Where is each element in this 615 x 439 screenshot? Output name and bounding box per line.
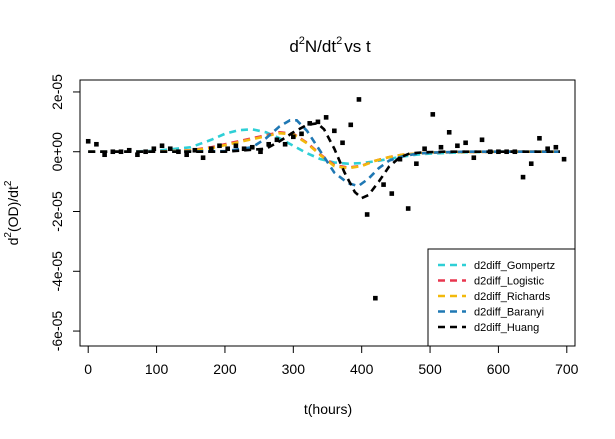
x-tick-label: 200: [213, 361, 237, 377]
data-point: [348, 122, 354, 128]
data-point: [545, 146, 550, 152]
data-point: [126, 147, 132, 153]
data-point: [249, 144, 255, 150]
series-line-d2diff_Baranyi: [88, 119, 560, 188]
y-tick-label: 0e+00: [49, 132, 65, 172]
data-point: [487, 149, 493, 155]
data-point: [323, 115, 329, 120]
legend: d2diff_Gompertz d2diff_Logistic d2diff_Ric…: [427, 248, 576, 347]
data-point: [217, 143, 222, 149]
data-point: [110, 149, 116, 155]
data-point: [528, 161, 534, 166]
x-tick-label: 0: [84, 361, 92, 377]
data-point: [430, 112, 436, 117]
data-points: [85, 97, 567, 301]
data-point: [438, 144, 444, 150]
data-point: [151, 146, 157, 152]
data-point: [496, 149, 501, 155]
data-point: [307, 121, 313, 126]
legend-entry: d2diff_Huang: [474, 322, 539, 334]
chart-title: d2N/dt2 vs t: [289, 35, 371, 56]
data-point: [332, 128, 337, 134]
data-point: [208, 146, 214, 152]
data-point: [463, 140, 468, 146]
legend-entry: d2diff_Baranyi: [474, 307, 544, 319]
data-point: [233, 143, 239, 149]
x-tick-label: 500: [418, 361, 442, 377]
data-point: [405, 206, 411, 211]
data-point: [364, 212, 370, 217]
series-line-d2diff_Gompertz: [88, 128, 560, 165]
y-tick-label: 2e-05: [49, 74, 65, 110]
data-point: [118, 149, 124, 155]
data-point: [471, 155, 477, 161]
x-axis-label: t(hours): [304, 401, 352, 417]
x-axis: 0 100 200 300 400 500 600 700: [84, 345, 579, 377]
y-tick-label: -4e-05: [49, 251, 65, 292]
data-point: [414, 161, 419, 166]
legend-entry: d2diff_Richards: [474, 291, 551, 303]
data-point: [537, 135, 542, 141]
data-point: [561, 156, 567, 162]
data-point: [184, 152, 189, 158]
data-point: [553, 144, 559, 150]
data-point: [504, 149, 509, 155]
y-tick-label: -6e-05: [49, 311, 65, 352]
data-point: [340, 140, 345, 146]
data-point: [266, 141, 271, 147]
data-point: [192, 147, 198, 153]
data-point: [225, 146, 230, 152]
legend-entry: d2diff_Gompertz: [474, 260, 555, 272]
data-point: [167, 146, 173, 152]
x-tick-label: 100: [145, 361, 169, 377]
data-point: [274, 137, 280, 143]
data-point: [389, 191, 395, 196]
data-point: [241, 146, 247, 152]
y-tick-label: -2e-05: [49, 191, 65, 232]
data-point: [479, 137, 485, 143]
data-point: [85, 138, 91, 144]
data-point: [159, 143, 165, 149]
data-point: [291, 134, 296, 140]
data-point: [373, 295, 378, 301]
x-tick-label: 700: [555, 361, 579, 377]
data-point: [512, 149, 518, 155]
data-point: [315, 119, 321, 125]
y-axis: -6e-05 -4e-05 -2e-05 0e+00 2e-05: [49, 74, 81, 352]
data-point: [381, 182, 386, 187]
data-point: [102, 152, 107, 158]
data-point: [200, 155, 206, 161]
data-point: [446, 130, 452, 135]
data-point: [397, 156, 403, 162]
data-point: [520, 174, 526, 180]
data-point: [356, 97, 362, 102]
data-point: [299, 131, 304, 137]
data-point: [422, 146, 427, 152]
x-tick-label: 300: [282, 361, 306, 377]
data-point: [143, 149, 148, 155]
y-axis-label: d2(OD)/dt2: [3, 180, 21, 245]
data-point: [282, 141, 288, 147]
series-line-d2diff_Huang: [88, 121, 560, 200]
x-tick-label: 400: [350, 361, 374, 377]
data-point: [258, 149, 263, 155]
data-point: [455, 143, 460, 149]
fit-curves: [88, 119, 560, 200]
data-point: [135, 152, 140, 158]
data-point: [176, 149, 181, 155]
data-point: [94, 141, 99, 147]
legend-entry: d2diff_Logistic: [474, 276, 545, 288]
x-tick-label: 600: [487, 361, 511, 377]
